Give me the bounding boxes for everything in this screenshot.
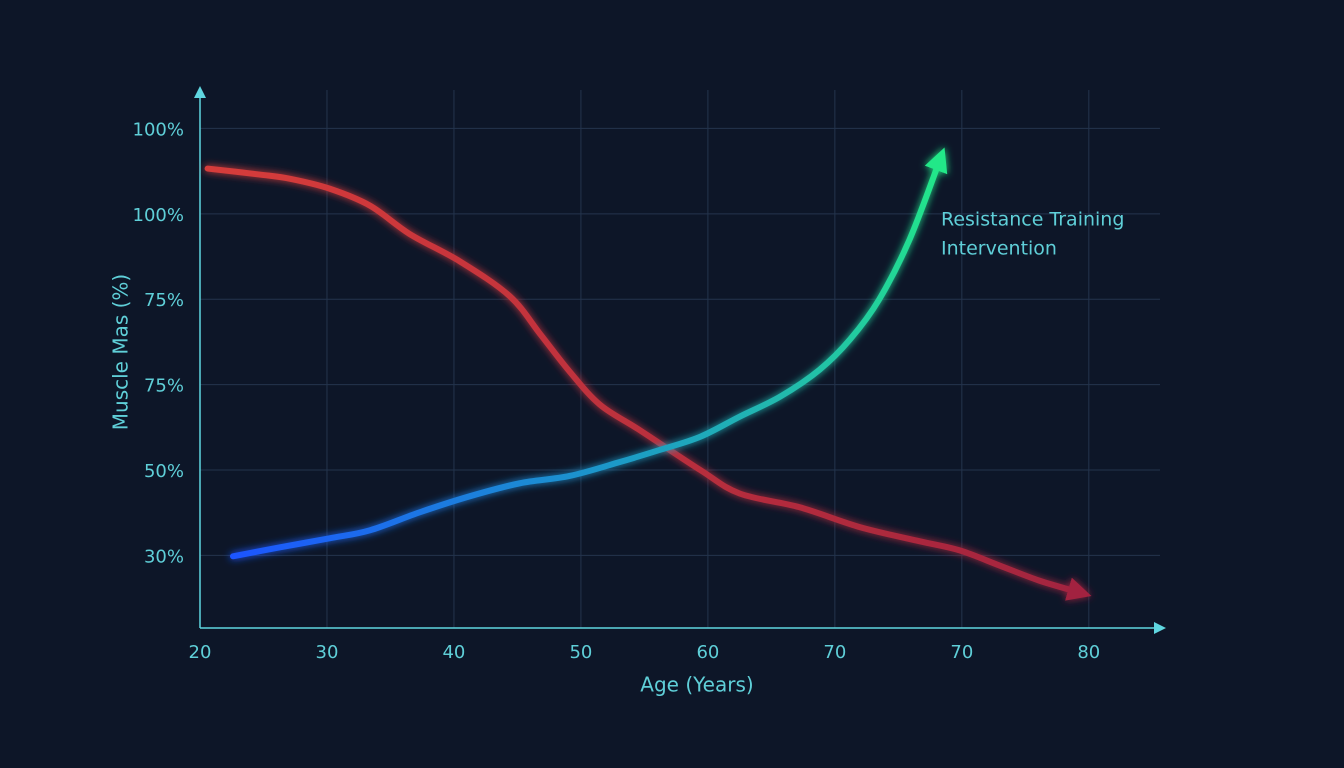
x-tick-label: 20 bbox=[189, 642, 212, 663]
annotation: Intervention bbox=[941, 238, 1057, 260]
y-tick-label: 75% bbox=[144, 376, 184, 397]
x-tick-label: 40 bbox=[442, 642, 465, 663]
x-tick-label: 30 bbox=[316, 642, 339, 663]
x-axis-label: Age (Years) bbox=[640, 673, 753, 697]
x-tick-label: 50 bbox=[569, 642, 592, 663]
x-tick-label: 70 bbox=[823, 642, 846, 663]
y-tick-label: 100% bbox=[133, 119, 184, 140]
lines bbox=[204, 147, 1092, 601]
series-line bbox=[230, 147, 948, 560]
series-line bbox=[204, 165, 1092, 601]
y-tick-label: 50% bbox=[144, 461, 184, 482]
x-tick-label: 60 bbox=[696, 642, 719, 663]
y-axis-label: Muscle Mas (%) bbox=[109, 274, 133, 430]
x-tick-label: 80 bbox=[1077, 642, 1100, 663]
y-tick-label: 100% bbox=[133, 205, 184, 226]
x-tick-label: 70 bbox=[950, 642, 973, 663]
x-axis-arrow bbox=[1154, 622, 1166, 634]
y-tick-label: 75% bbox=[144, 290, 184, 311]
y-axis-arrow bbox=[194, 86, 206, 98]
y-tick-label: 30% bbox=[144, 546, 184, 567]
annotation: Resistance Training bbox=[941, 209, 1124, 231]
